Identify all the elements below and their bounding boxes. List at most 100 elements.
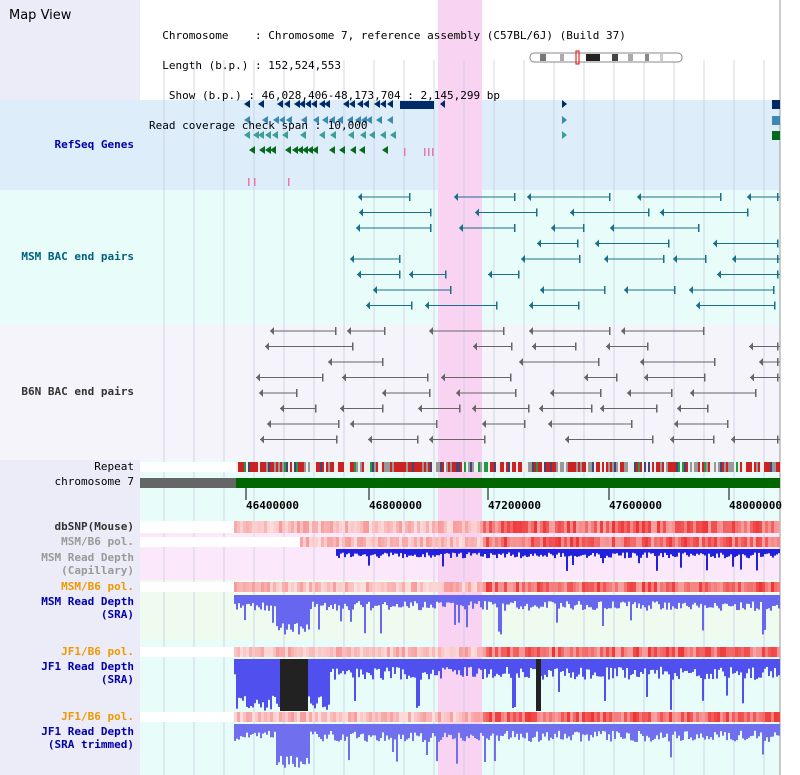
b6n-bac-end-pair	[382, 389, 386, 397]
read-depth-bar	[330, 659, 332, 672]
read-depth-bar	[292, 724, 294, 764]
read-depth-bar	[550, 549, 552, 555]
polymorphism-cell	[432, 582, 435, 592]
track-label-jf1-b6-pol-1[interactable]: JF1/B6 pol.	[61, 645, 134, 658]
read-depth-bar	[460, 659, 462, 676]
polymorphism-cell	[237, 582, 240, 592]
polymorphism-cell	[342, 521, 345, 533]
msm-bac-end-pair	[705, 255, 707, 263]
track-label-repeat[interactable]: Repeat	[94, 460, 134, 473]
repeat-element	[704, 462, 706, 472]
read-depth-bar	[640, 724, 642, 734]
polymorphism-cell	[399, 537, 402, 547]
polymorphism-cell	[687, 582, 690, 592]
track-label-msm-bac[interactable]: MSM BAC end pairs	[21, 250, 134, 263]
polymorphism-cell	[285, 521, 288, 533]
repeat-element	[284, 462, 286, 472]
read-depth-bar	[440, 549, 442, 554]
read-depth-bar	[660, 549, 662, 554]
read-depth-bar	[534, 595, 536, 606]
read-depth-bar	[656, 659, 658, 671]
read-depth-bar	[594, 724, 596, 732]
polymorphism-cell	[591, 521, 594, 533]
polymorphism-cell	[333, 582, 336, 592]
read-depth-bar	[514, 724, 516, 738]
b6n-bac-end-pair	[338, 420, 340, 428]
polymorphism-cell	[309, 582, 312, 592]
track-label-refseq-genes[interactable]: RefSeq Genes	[54, 138, 134, 151]
track-label-jf1-b6-pol-2[interactable]: JF1/B6 pol.	[61, 710, 134, 723]
read-depth-bar	[464, 595, 466, 610]
read-depth-bar	[470, 595, 472, 602]
repeat-element	[334, 462, 336, 472]
b6n-bac-end-pair	[627, 389, 631, 397]
refseq-gene	[404, 148, 406, 156]
b6n-bac-end-pair	[328, 358, 332, 366]
b6n-bac-end-pair	[256, 373, 260, 382]
polymorphism-cell	[633, 537, 636, 547]
repeat-element	[554, 462, 556, 472]
read-depth-bar	[710, 549, 712, 557]
msm-bac-end-pair	[732, 255, 736, 263]
read-depth-bar	[730, 549, 732, 555]
repeat-element	[304, 462, 306, 472]
polymorphism-cell	[444, 537, 447, 547]
polymorphism-cell	[468, 582, 471, 592]
repeat-element	[672, 462, 674, 472]
polymorphism-cell	[426, 521, 429, 533]
read-depth-bar	[752, 549, 754, 555]
repeat-element	[532, 462, 534, 472]
b6n-bac-end-pair	[714, 358, 716, 366]
read-depth-bar	[712, 549, 714, 557]
track-label-msm-b6-pol-2[interactable]: MSM/B6 pol.	[61, 580, 134, 593]
track-label-msm-depth-sra[interactable]: MSM Read Depth	[41, 595, 134, 608]
polymorphism-cell	[453, 521, 456, 533]
polymorphism-cell	[420, 582, 423, 592]
track-label-jf1-depth-trimmed[interactable]: JF1 Read Depth	[41, 725, 134, 738]
refseq-gene	[349, 100, 355, 108]
read-depth-bar	[700, 659, 702, 678]
read-depth-bar	[348, 724, 350, 761]
polymorphism-cell	[273, 647, 276, 657]
track-label-b6n-bac[interactable]: B6N BAC end pairs	[21, 385, 134, 398]
msm-bac-end-pair	[527, 193, 531, 201]
polymorphism-cell	[732, 647, 735, 657]
repeat-element	[742, 462, 744, 472]
track-label-jf1-depth-sra[interactable]: JF1 Read Depth	[41, 660, 134, 673]
repeat-element	[496, 462, 498, 472]
read-depth-bar	[398, 724, 400, 735]
msm-bac-end-pair	[496, 301, 498, 310]
polymorphism-cell	[774, 537, 777, 547]
polymorphism-cell	[618, 582, 621, 592]
polymorphism-cell	[723, 712, 726, 722]
read-depth-bar	[540, 724, 542, 741]
read-depth-bar	[386, 724, 388, 736]
repeat-element	[420, 462, 422, 472]
read-depth-bar	[680, 659, 682, 669]
polymorphism-cell	[645, 537, 648, 547]
read-depth-bar	[476, 595, 478, 604]
track-label-chromosome[interactable]: chromosome 7	[54, 475, 134, 488]
read-depth-bar	[650, 595, 652, 609]
read-depth-bar	[726, 595, 728, 604]
polymorphism-cell	[306, 521, 309, 533]
polymorphism-cell	[303, 647, 306, 657]
read-depth-bar	[422, 595, 424, 608]
read-depth-bar	[686, 549, 688, 556]
polymorphism-cell	[684, 582, 687, 592]
track-label-msm-b6-pol-1[interactable]: MSM/B6 pol.	[61, 535, 134, 548]
polymorphism-cell	[375, 582, 378, 592]
read-depth-bar	[672, 595, 674, 607]
read-depth-bar	[588, 659, 590, 670]
read-depth-bar	[332, 595, 334, 609]
read-depth-bar	[384, 724, 386, 741]
polymorphism-cell	[489, 537, 492, 547]
track-label-dbsnp[interactable]: dbSNP(Mouse)	[54, 520, 134, 533]
read-depth-bar	[356, 595, 358, 603]
read-depth-bar	[662, 595, 664, 609]
track-label-msm-depth-capillary[interactable]: MSM Read Depth	[41, 551, 134, 564]
polymorphism-cell	[477, 537, 480, 547]
read-depth-bar	[672, 724, 674, 735]
polymorphism-cell	[510, 712, 513, 722]
